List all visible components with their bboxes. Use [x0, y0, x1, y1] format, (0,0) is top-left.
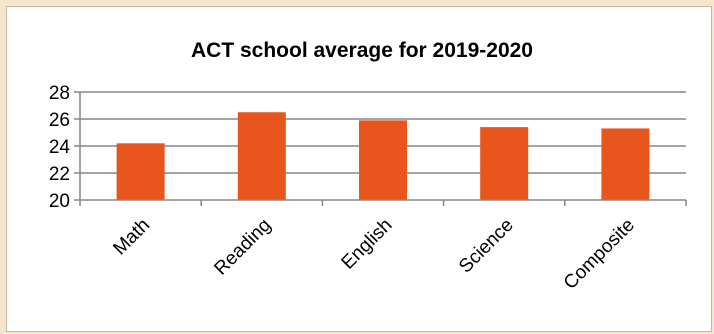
y-tick-label: 22	[49, 164, 70, 185]
bars	[116, 112, 650, 200]
x-category-label: Reading	[210, 215, 275, 280]
chart-title: ACT school average for 2019-2020	[191, 39, 533, 62]
bar-english	[359, 120, 407, 200]
bar-composite	[601, 128, 650, 200]
y-tick-label: 26	[49, 110, 70, 131]
y-tick-label: 28	[49, 83, 70, 104]
x-category-labels: Math Reading English Science Composite	[109, 215, 639, 294]
x-category-label: Math	[109, 215, 154, 260]
bar-math	[116, 143, 165, 200]
y-tick-labels: 20 22 24 26 28	[49, 83, 71, 212]
x-category-label: English	[338, 215, 397, 274]
y-tick-label: 20	[49, 191, 70, 212]
y-tick-label: 24	[49, 137, 71, 158]
x-category-label: Composite	[560, 215, 639, 294]
axes	[74, 91, 687, 206]
bar-reading	[237, 112, 286, 200]
x-category-label: Science	[455, 215, 518, 278]
bar-science	[480, 127, 529, 200]
